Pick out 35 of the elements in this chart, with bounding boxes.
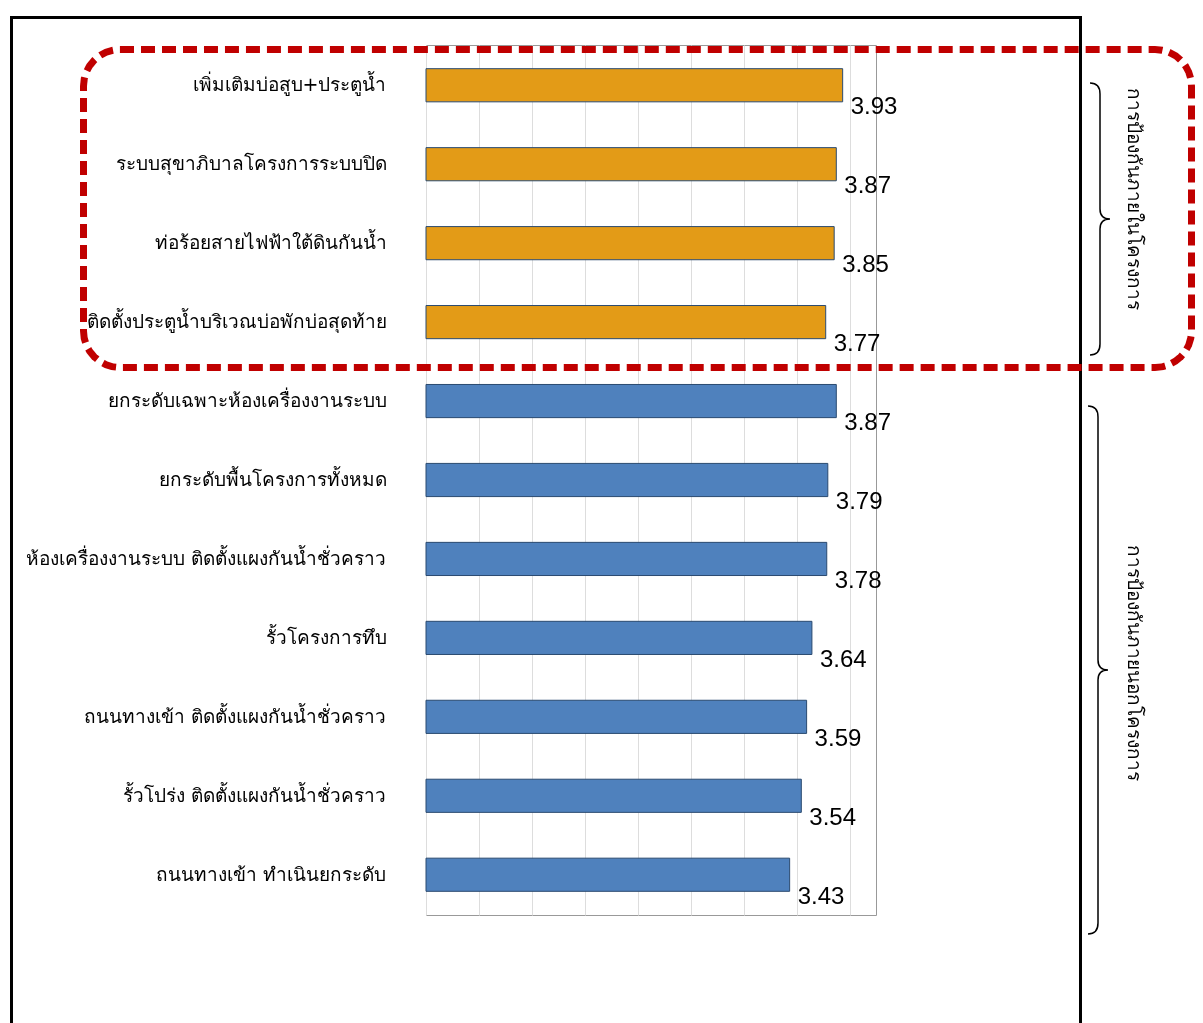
bar bbox=[425, 462, 829, 498]
y-tick-label: รั้วโครงการทึบ bbox=[265, 623, 387, 648]
y-tick-label: ห้องเครื่องงานระบบ ติดตั้งแผงกันน้ำชั่วคราว bbox=[26, 544, 387, 569]
y-tick-label: รั้วโปร่ง ติดตั้งแผงกันน้ำชั่วคราว bbox=[123, 781, 387, 806]
bar bbox=[425, 857, 791, 892]
data-label: 3.64 bbox=[819, 644, 867, 672]
bar bbox=[425, 147, 837, 182]
data-label: 3.78 bbox=[834, 565, 882, 593]
y-tick-label: ยกระดับเฉพาะห้องเครื่องงานระบบ bbox=[107, 387, 387, 412]
text: การป้องกันภายนอกโครงการ bbox=[1123, 545, 1147, 781]
bar bbox=[425, 778, 802, 813]
bar bbox=[425, 699, 808, 734]
y-tick-label: ระบบสุขาภิบาลโครงการระบบปิด bbox=[115, 152, 387, 177]
bar bbox=[425, 305, 827, 340]
bar bbox=[425, 68, 844, 103]
data-label: 3.54 bbox=[809, 802, 857, 830]
bar bbox=[425, 226, 835, 261]
y-tick-label: ยกระดับพื้นโครงการทั้งหมด bbox=[158, 466, 387, 490]
bar bbox=[425, 383, 837, 419]
bar bbox=[425, 541, 828, 577]
data-label: 3.79 bbox=[835, 487, 883, 514]
data-label: 3.87 bbox=[844, 408, 892, 436]
data-label: 3.87 bbox=[844, 171, 892, 199]
bar bbox=[425, 620, 813, 655]
data-label: 3.77 bbox=[833, 329, 881, 357]
y-tick-label: เพิ่มเติมบ่อสูบ+ประตูน้ำ bbox=[192, 71, 387, 97]
text: การป้องกันภายในโครงการ bbox=[1123, 88, 1147, 310]
y-tick-label: ท่อร้อยสายไฟฟ้าใต้ดินกันน้ำ bbox=[154, 229, 387, 254]
data-label: 3.85 bbox=[842, 250, 889, 278]
data-label: 3.43 bbox=[797, 881, 845, 909]
data-label: 3.93 bbox=[850, 92, 898, 120]
y-tick-label: ติดตั้งประตูน้ำบริเวณบ่อพักบ่อสุดท้าย bbox=[86, 308, 387, 335]
data-label: 3.59 bbox=[814, 723, 862, 751]
y-tick-label: ถนนทางเข้า ติดตั้งแผงกันน้ำชั่วคราว bbox=[84, 702, 387, 727]
y-tick-label: ถนนทางเข้า ทำเนินยกระดับ bbox=[156, 862, 387, 885]
